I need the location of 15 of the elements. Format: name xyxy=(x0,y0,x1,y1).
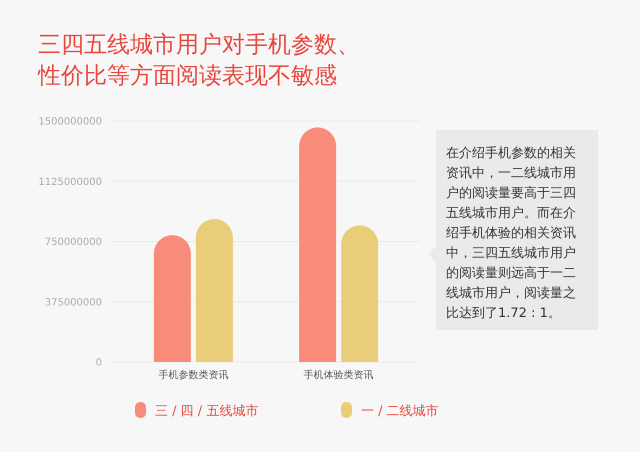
x-tick-label: 手机体验类资讯 xyxy=(304,369,374,381)
y-tick-label: 750000000 xyxy=(44,237,102,248)
y-tick-label: 375000000 xyxy=(44,297,102,308)
y-tick-label: 1500000000 xyxy=(38,116,102,128)
bar xyxy=(154,235,191,362)
y-tick-label: 0 xyxy=(96,358,102,368)
bar xyxy=(196,219,233,362)
bar xyxy=(299,127,336,362)
legend-label: 三 / 四 / 五线城市 xyxy=(155,404,258,419)
y-tick-label: 1125000000 xyxy=(38,176,102,188)
chart-title: 三四五线城市用户对手机参数、性价比等方面阅读表现不敏感 xyxy=(37,32,360,89)
legend-label: 一 / 二线城市 xyxy=(361,404,439,419)
text: 在介绍手机参数的相关资讯中，一二线城市用户的阅读量要高于三四五线城市用户。而在介绍手机体验的相关资讯中，三四五线城市用户的阅读量则远高于一二线城市用户，阅读量之比达到了1.72 : 1。 xyxy=(446,146,576,321)
bar xyxy=(341,225,378,362)
x-tick-label: 手机参数类资讯 xyxy=(158,369,228,381)
